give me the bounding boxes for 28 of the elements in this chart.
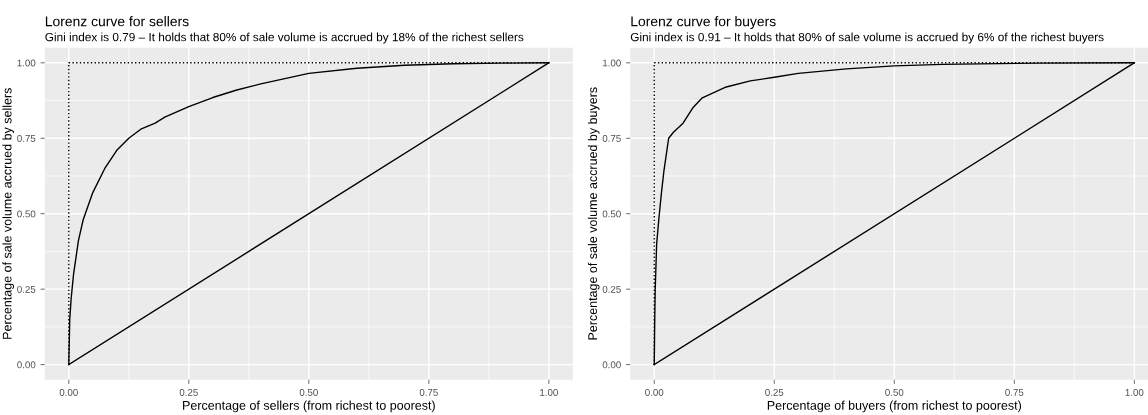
y-tick-label: 0.25 bbox=[602, 285, 621, 293]
chart-subtitle: Gini index is 0.91 – It holds that 80% of sale volume is accrued by 6% of the richest buyers bbox=[630, 32, 1104, 44]
x-tick-label: 0.50 bbox=[885, 389, 904, 396]
y-tick-label: 0.25 bbox=[17, 285, 36, 293]
x-tick-label: 0.25 bbox=[179, 389, 198, 396]
x-axis-title: Percentage of buyers (from richest to poorest) bbox=[767, 400, 1022, 413]
x-tick-label: 0.50 bbox=[299, 389, 318, 396]
chart-title: Lorenz curve for buyers bbox=[631, 16, 776, 30]
y-tick-label: 0.75 bbox=[17, 135, 36, 142]
x-tick-label: 0.25 bbox=[765, 389, 784, 396]
y-tick-label: 1.00 bbox=[17, 59, 36, 67]
x-tick-label: 0.00 bbox=[59, 389, 78, 396]
y-tick-label: 0.00 bbox=[17, 361, 36, 369]
x-tick-label: 0.00 bbox=[645, 389, 664, 396]
x-tick-label: 0.75 bbox=[419, 389, 438, 396]
y-tick-label: 0.00 bbox=[602, 361, 621, 369]
x-tick-label: 1.00 bbox=[1125, 389, 1144, 396]
chart-subtitle: Gini index is 0.79 – It holds that 80% of sale volume is accrued by 18% of the richest sellers bbox=[45, 32, 524, 44]
y-tick-label: 0.50 bbox=[17, 210, 36, 218]
x-axis-title: Percentage of sellers (from richest to poorest) bbox=[183, 400, 435, 413]
y-tick-label: 1.00 bbox=[603, 59, 621, 67]
y-axis-title: Percentage of sale volume accrued by buyers bbox=[587, 87, 600, 340]
y-tick-label: 0.50 bbox=[602, 210, 621, 218]
y-tick-label: 0.75 bbox=[602, 135, 621, 142]
x-tick-label: 0.75 bbox=[1005, 389, 1024, 396]
y-axis-title: Percentage of sale volume accrued by sellers bbox=[2, 88, 15, 339]
x-tick-label: 1.00 bbox=[540, 389, 558, 396]
chart-title: Lorenz curve for sellers bbox=[45, 16, 189, 27]
